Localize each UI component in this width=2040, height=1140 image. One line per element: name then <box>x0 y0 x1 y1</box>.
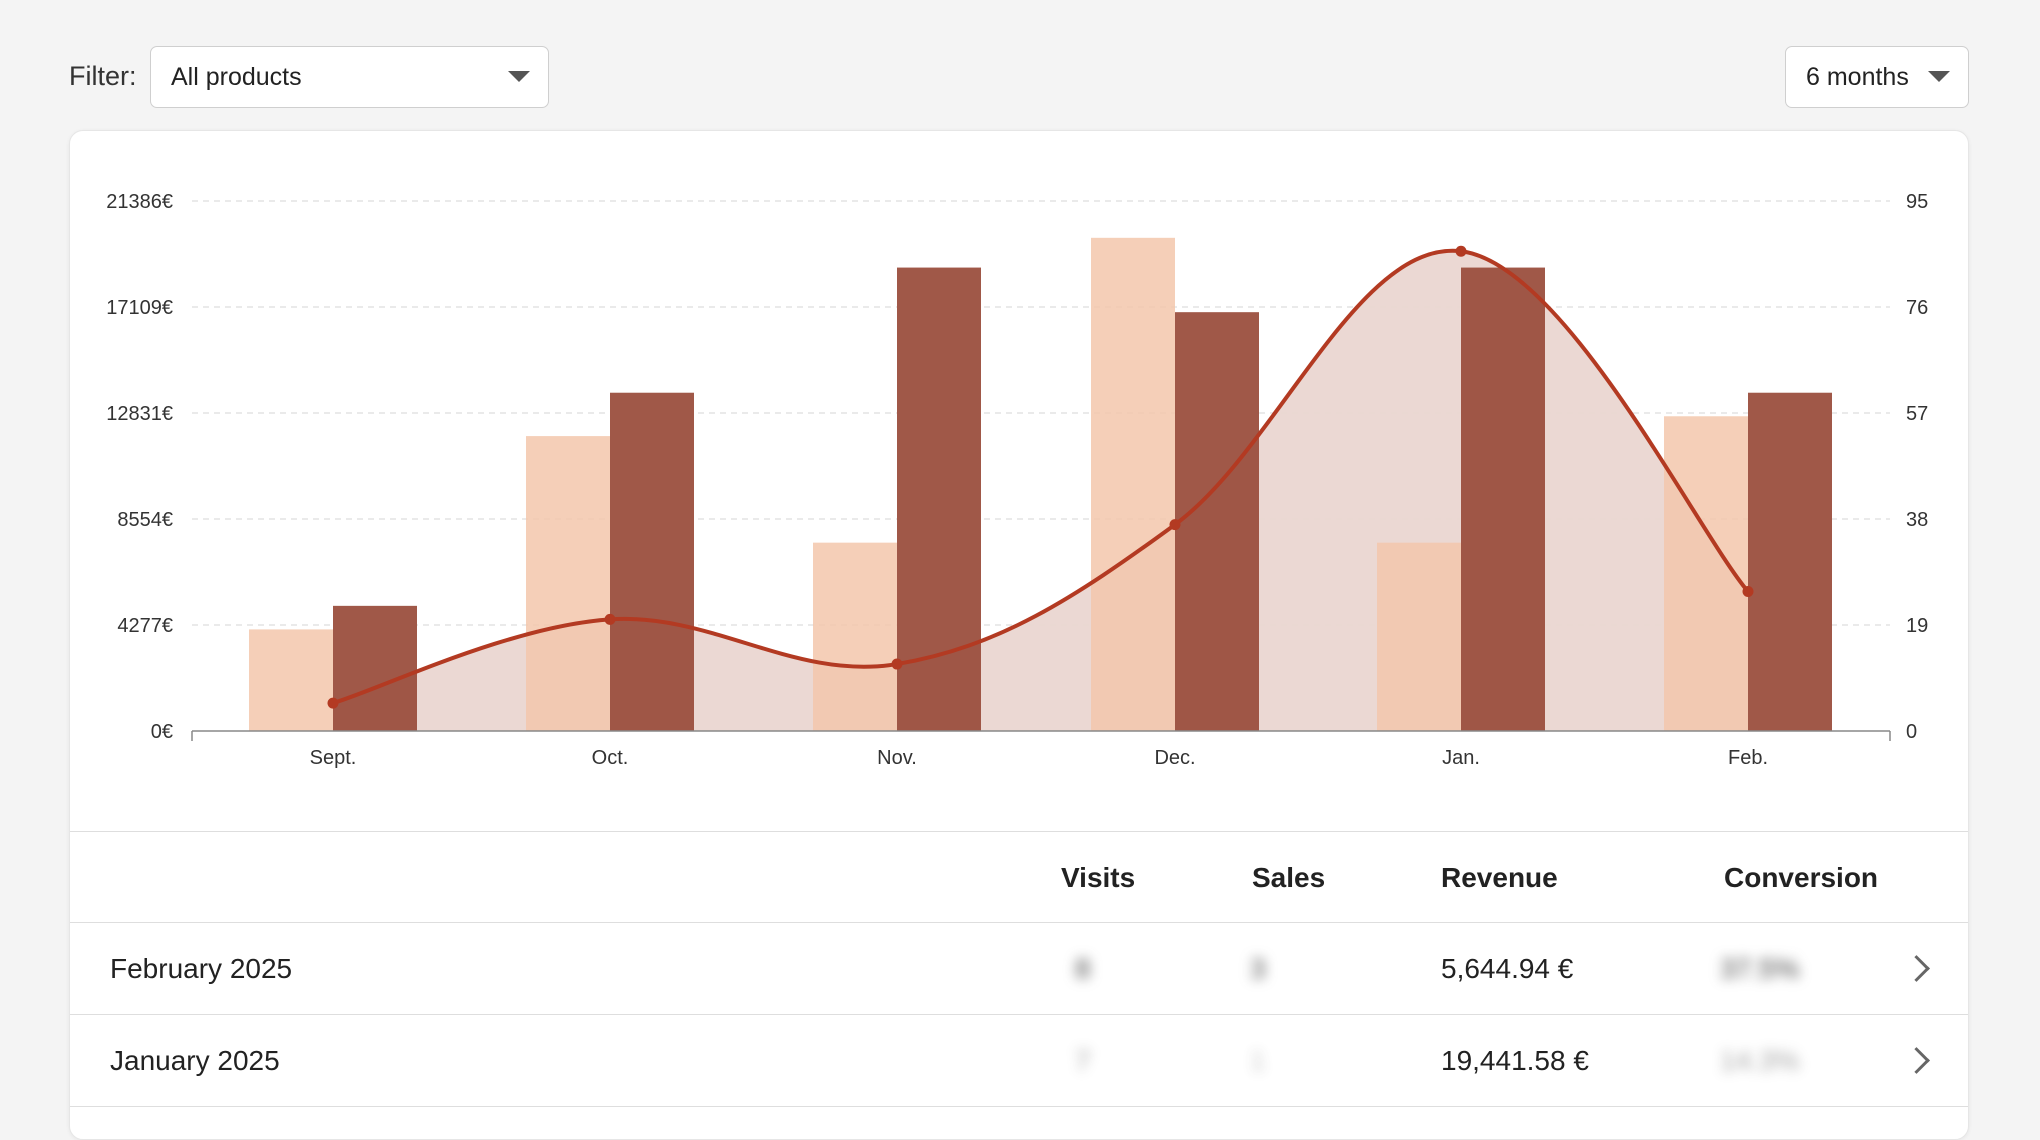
y-tick-label-left: 17109€ <box>106 297 173 319</box>
row-conversion: 14.3% <box>1720 1045 1800 1076</box>
y-tick-label-left: 0€ <box>151 721 173 743</box>
sales-bar <box>1748 392 1832 731</box>
conversion-line <box>332 248 1750 706</box>
row-conversion: 37.5% <box>1720 953 1800 984</box>
visits-bar <box>813 542 897 731</box>
period-select[interactable]: 6 months <box>1785 46 1969 108</box>
stats-card: 0€ 4277€ 8554€ 12831€ 17109€ 21386€ 0 19 38 57 76 9… <box>69 130 1969 1140</box>
row-sales: 3 <box>1250 953 1266 984</box>
header-sales: Sales <box>1252 862 1326 893</box>
row-visits: 8 <box>1075 953 1091 984</box>
row-revenue: 19,441.58 € <box>1441 1045 1589 1076</box>
y-tick-label-right: 57 <box>1906 403 1928 425</box>
filter-label: Filter: <box>69 61 137 91</box>
sales-chart: 0€ 4277€ 8554€ 12831€ 17109€ 21386€ 0 19 38 57 76 9… <box>106 191 1928 769</box>
chevron-right-icon <box>1903 955 1930 982</box>
y-tick-label-right: 38 <box>1906 509 1928 531</box>
x-tick-label: Sept. <box>310 747 357 769</box>
conversion-point <box>604 613 616 625</box>
chevron-down-icon <box>1928 71 1950 82</box>
header-conversion: Conversion <box>1724 862 1879 893</box>
row-visits: 7 <box>1075 1045 1091 1076</box>
table-header: Visits Sales Revenue Conversion <box>70 831 1968 923</box>
table-row[interactable]: January 2025 7 1 19,441.58 € 14.3% <box>70 1015 1968 1107</box>
chevron-down-icon <box>508 71 530 82</box>
filter-bar: Filter: All products 6 months <box>0 0 2040 130</box>
x-tick-label: Feb. <box>1728 747 1768 769</box>
sales-bar <box>610 392 694 731</box>
table-row[interactable]: February 2025 8 3 5,644.94 € 37.5% <box>70 923 1968 1015</box>
product-filter-value: All products <box>171 62 302 91</box>
conversion-point <box>1169 519 1181 531</box>
visits-bar <box>526 436 610 731</box>
row-month: February 2025 <box>110 953 293 984</box>
y-tick-label-left: 8554€ <box>117 509 173 531</box>
header-visits: Visits <box>1061 862 1136 893</box>
conversion-point <box>891 658 903 670</box>
visits-bar <box>249 629 333 731</box>
header-revenue: Revenue <box>1441 862 1558 893</box>
visits-bar <box>1377 542 1461 731</box>
x-tick-label: Jan. <box>1442 747 1480 769</box>
product-filter-select[interactable]: All products <box>150 46 549 108</box>
conversion-point <box>1455 245 1467 257</box>
x-tick-label: Oct. <box>592 747 629 769</box>
y-tick-label-left: 12831€ <box>106 403 173 425</box>
conversion-point <box>327 697 339 709</box>
y-tick-label-left: 4277€ <box>117 615 173 637</box>
visits-bar <box>1091 237 1175 731</box>
period-value: 6 months <box>1806 62 1909 91</box>
y-tick-label-right: 0 <box>1906 721 1917 743</box>
y-tick-label-right: 76 <box>1906 297 1928 319</box>
row-revenue: 5,644.94 € <box>1441 953 1574 984</box>
x-tick-label: Dec. <box>1154 747 1195 769</box>
x-tick-label: Nov. <box>877 747 917 769</box>
sales-bar <box>1175 312 1259 731</box>
sales-bar <box>1461 267 1545 731</box>
y-tick-label-left: 21386€ <box>106 191 173 213</box>
row-month: January 2025 <box>110 1045 280 1076</box>
conversion-point <box>1742 586 1754 598</box>
y-tick-label-right: 95 <box>1906 191 1928 213</box>
y-tick-label-right: 19 <box>1906 615 1928 637</box>
sales-bar <box>333 605 417 731</box>
chevron-right-icon <box>1903 1047 1930 1074</box>
row-sales: 1 <box>1250 1045 1266 1076</box>
monthly-table: Visits Sales Revenue Conversion February… <box>70 831 1968 1107</box>
